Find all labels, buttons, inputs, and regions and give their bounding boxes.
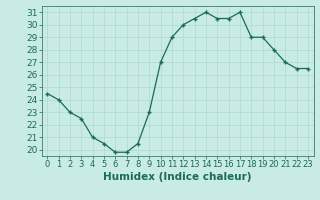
X-axis label: Humidex (Indice chaleur): Humidex (Indice chaleur) — [103, 172, 252, 182]
